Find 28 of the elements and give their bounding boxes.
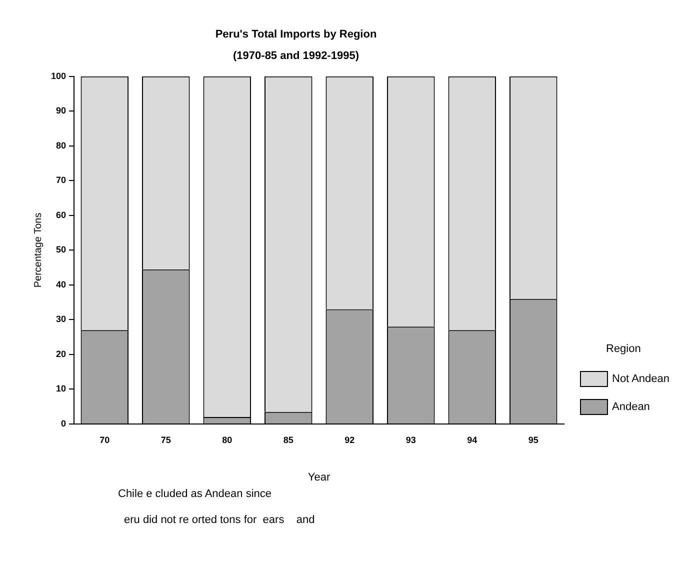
x-tick-label: 80 [222,434,232,445]
x-tick-label: 94 [467,434,478,445]
y-tick-label: 80 [56,140,66,150]
y-tick-label: 70 [56,175,66,186]
y-tick-label: 30 [56,314,66,324]
y-tick-label: 100 [50,70,66,81]
y-tick-label: 10 [56,384,66,394]
chart-title: Peru's Total Imports by Region [215,28,377,41]
chart-subtitle: (1970-85 and 1992-1995) [233,50,360,62]
x-tick-label: 95 [528,434,538,445]
y-tick-label: 90 [56,106,66,116]
text: eru did not re orted tons for ears and [123,514,316,526]
x-tick-label: 75 [160,434,171,445]
y-tick-label: 20 [56,348,66,359]
text: Not Andean [612,373,670,385]
y-tick-label: 0 [61,418,66,428]
y-axis-title: Percentage Tons [32,212,44,288]
text: Chile e cluded as Andean since [118,488,272,500]
x-tick-label: 70 [100,434,110,445]
y-tick-label: 40 [56,279,66,290]
x-axis-title: Year [308,471,330,484]
legend-title: Region [606,343,642,355]
y-tick-label: 50 [56,244,66,255]
legend-label: Andean [612,401,650,413]
x-tick-label: 93 [406,434,416,445]
x-tick-label: 92 [344,434,355,445]
y-tick-label: 60 [56,210,66,220]
x-tick-label: 85 [283,434,294,445]
